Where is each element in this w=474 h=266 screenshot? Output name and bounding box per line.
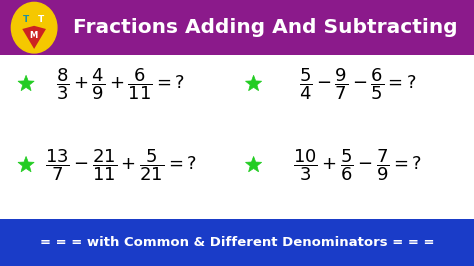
Text: T: T <box>38 15 45 24</box>
Text: $\dfrac{8}{3} + \dfrac{4}{9} + \dfrac{6}{11} = ?$: $\dfrac{8}{3} + \dfrac{4}{9} + \dfrac{6}… <box>56 66 185 102</box>
Polygon shape <box>18 75 34 91</box>
Ellipse shape <box>11 2 57 53</box>
Polygon shape <box>22 26 46 49</box>
Text: = = = with Common & Different Denominators = = =: = = = with Common & Different Denominato… <box>40 236 434 249</box>
Text: $\dfrac{10}{3} + \dfrac{5}{6} - \dfrac{7}{9} = ?$: $\dfrac{10}{3} + \dfrac{5}{6} - \dfrac{7… <box>293 147 422 183</box>
Polygon shape <box>246 156 262 172</box>
Polygon shape <box>18 156 34 172</box>
Text: M: M <box>29 31 37 40</box>
Polygon shape <box>246 75 262 91</box>
Bar <box>0 0 474 55</box>
Text: $\dfrac{5}{4} - \dfrac{9}{7} - \dfrac{6}{5} = ?$: $\dfrac{5}{4} - \dfrac{9}{7} - \dfrac{6}… <box>299 66 417 102</box>
Text: $\dfrac{13}{7} - \dfrac{21}{11} + \dfrac{5}{21} = ?$: $\dfrac{13}{7} - \dfrac{21}{11} + \dfrac… <box>45 147 197 183</box>
Bar <box>0 219 474 266</box>
Text: T: T <box>22 15 29 24</box>
Text: M: M <box>29 31 37 40</box>
Text: Fractions Adding And Subtracting: Fractions Adding And Subtracting <box>73 18 458 37</box>
